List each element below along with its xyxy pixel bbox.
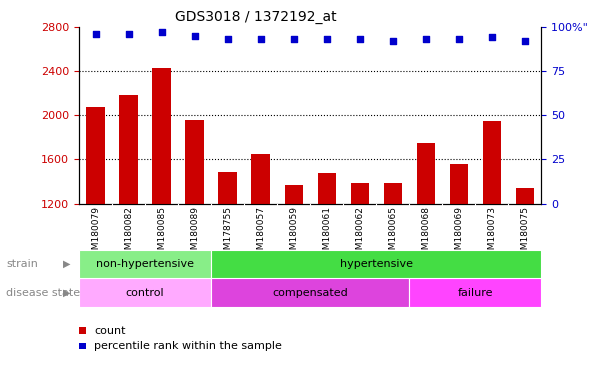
Bar — [317, 173, 336, 204]
Bar — [416, 143, 435, 204]
Point — [289, 36, 299, 42]
Bar — [350, 182, 368, 204]
Text: GSM180079: GSM180079 — [91, 206, 100, 261]
Bar — [483, 121, 500, 204]
Text: GSM180089: GSM180089 — [190, 206, 199, 261]
Point — [256, 36, 266, 42]
Text: GSM180082: GSM180082 — [124, 206, 133, 261]
Point — [223, 36, 232, 42]
Text: GSM180065: GSM180065 — [388, 206, 397, 261]
Bar — [119, 95, 137, 204]
Text: ▶: ▶ — [63, 288, 71, 298]
Bar — [252, 154, 269, 204]
Point — [354, 36, 364, 42]
Point — [421, 36, 430, 42]
Text: disease state: disease state — [6, 288, 80, 298]
Bar — [211, 250, 541, 278]
Bar — [79, 278, 211, 307]
Text: GSM180062: GSM180062 — [355, 206, 364, 261]
Text: compensated: compensated — [272, 288, 348, 298]
Bar — [449, 164, 468, 204]
Point — [123, 31, 133, 37]
Bar — [153, 68, 171, 204]
Text: GSM180068: GSM180068 — [421, 206, 430, 261]
Text: hypertensive: hypertensive — [340, 259, 413, 269]
Point — [190, 33, 199, 39]
Text: non-hypertensive: non-hypertensive — [96, 259, 194, 269]
Point — [487, 35, 497, 41]
Text: GSM180057: GSM180057 — [256, 206, 265, 261]
Text: GSM180073: GSM180073 — [487, 206, 496, 261]
Text: GSM180075: GSM180075 — [520, 206, 529, 261]
Text: GDS3018 / 1372192_at: GDS3018 / 1372192_at — [174, 10, 336, 23]
Text: GSM180085: GSM180085 — [157, 206, 166, 261]
Text: control: control — [126, 288, 164, 298]
Bar — [86, 108, 105, 204]
Point — [157, 29, 167, 35]
Text: count: count — [94, 326, 126, 336]
Text: failure: failure — [457, 288, 493, 298]
Bar — [211, 278, 409, 307]
Point — [322, 36, 331, 42]
Point — [520, 38, 530, 44]
Text: percentile rank within the sample: percentile rank within the sample — [94, 341, 282, 351]
Text: GSM180069: GSM180069 — [454, 206, 463, 261]
Text: GSM180059: GSM180059 — [289, 206, 298, 261]
Bar — [185, 120, 204, 204]
Point — [388, 38, 398, 44]
Text: GSM180061: GSM180061 — [322, 206, 331, 261]
Bar — [79, 250, 211, 278]
Point — [91, 31, 100, 37]
Bar — [409, 278, 541, 307]
Point — [454, 36, 463, 42]
Bar — [285, 185, 303, 204]
Bar — [384, 182, 402, 204]
Text: ▶: ▶ — [63, 259, 71, 269]
Text: GSM178755: GSM178755 — [223, 206, 232, 261]
Bar — [218, 172, 237, 204]
Text: strain: strain — [6, 259, 38, 269]
Bar — [516, 188, 534, 204]
